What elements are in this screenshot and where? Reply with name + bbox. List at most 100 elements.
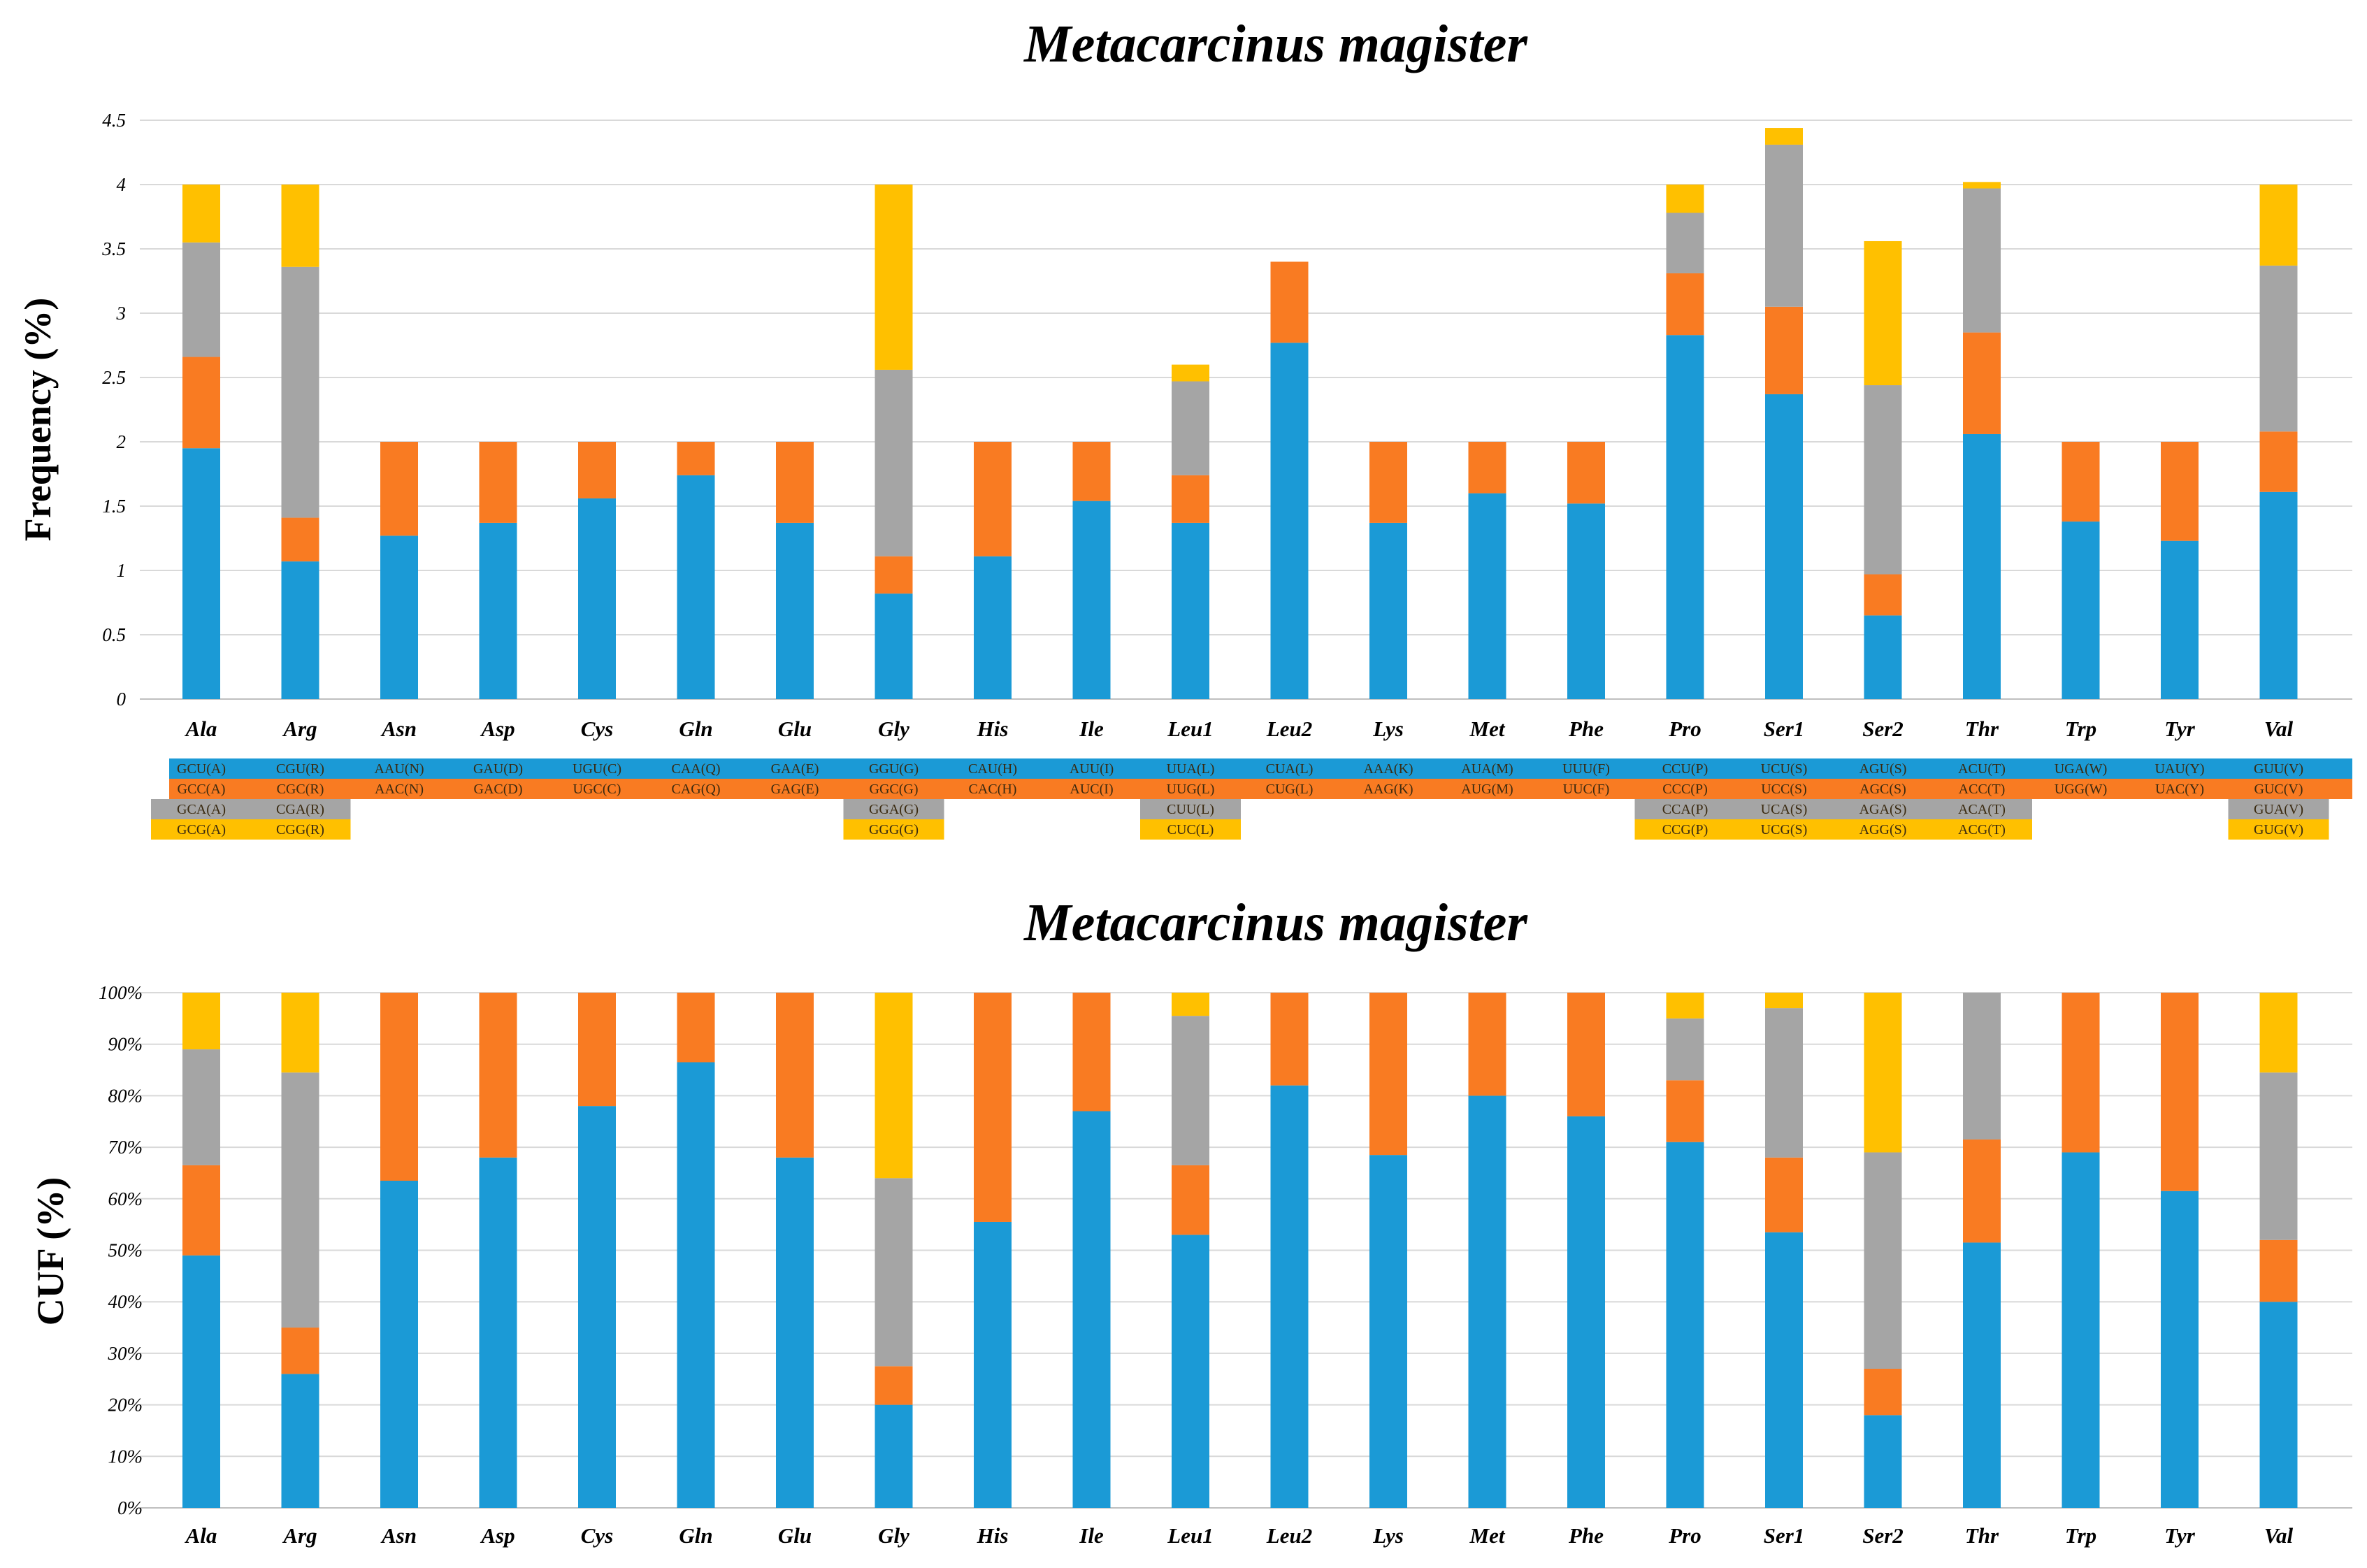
c1-x-tick-ser1: Ser1 xyxy=(1764,717,1805,741)
codon-label: AAU(N) xyxy=(374,761,424,777)
codon-label: AGA(S) xyxy=(1859,802,1907,817)
c2-bar-pro-orange xyxy=(1666,1080,1704,1142)
c1-x-tick-arg: Arg xyxy=(282,717,317,741)
codon-label: CAG(Q) xyxy=(672,782,721,797)
c2-x-tick-ser2: Ser2 xyxy=(1862,1523,1904,1548)
codon-label: CGG(R) xyxy=(276,822,324,837)
c2-x-tick-asp: Asp xyxy=(480,1523,515,1548)
c1-y-tick-label: 1 xyxy=(117,560,127,581)
codon-cell-bg xyxy=(1931,819,2032,840)
codon-cell-bg xyxy=(1832,819,1934,840)
c1-x-tick-lys: Lys xyxy=(1372,717,1404,741)
codon-label: UCG(S) xyxy=(1761,822,1808,837)
codon-cell-bg xyxy=(2228,799,2329,819)
c1-bar-phe-blue xyxy=(1567,503,1605,699)
codon-cell-bg xyxy=(1140,799,1241,819)
codon-label: UAC(Y) xyxy=(2155,782,2204,797)
c1-bar-glu-blue xyxy=(776,522,814,699)
c1-bar-his-blue xyxy=(974,556,1012,699)
codon-label: GGC(G) xyxy=(870,782,919,797)
codon-label: CUG(L) xyxy=(1266,782,1314,797)
c2-x-tick-ile: Ile xyxy=(1079,1523,1104,1548)
c1-bar-trp-orange xyxy=(2062,442,2100,522)
c2-x-tick-lys: Lys xyxy=(1372,1523,1404,1548)
codon-label: CUU(L) xyxy=(1167,802,1214,817)
c1-bar-ser2-gray xyxy=(1864,385,1902,575)
c2-bar-leu2-blue xyxy=(1270,1085,1309,1508)
c1-bar-leu1-orange xyxy=(1172,475,1209,523)
codon-label: GAC(D) xyxy=(474,782,523,797)
codon-label: GGA(G) xyxy=(869,802,919,817)
c2-bar-asn-orange xyxy=(380,993,418,1181)
c1-bar-arg-gray xyxy=(281,266,319,518)
c1-bar-ile-orange xyxy=(1072,442,1111,501)
c2-x-tick-ser1: Ser1 xyxy=(1764,1523,1805,1548)
codon-label: UAU(Y) xyxy=(2154,761,2204,777)
c1-y-tick-label: 0.5 xyxy=(102,624,126,645)
c1-bar-lys-blue xyxy=(1369,522,1407,699)
codon-label: CGU(R) xyxy=(276,761,324,777)
codon-row-2-strip xyxy=(169,779,2352,799)
c1-bar-ser2-orange xyxy=(1864,574,1902,616)
c1-bar-val-orange xyxy=(2259,431,2298,492)
codon-cell-bg xyxy=(1634,799,1736,819)
c1-bar-ser1-gray xyxy=(1765,144,1803,307)
c2-x-tick-met: Met xyxy=(1469,1523,1506,1548)
codon-label: GUU(V) xyxy=(2254,761,2303,777)
cuf-chart-title: Metacarcinus magister xyxy=(1023,893,1528,952)
codon-cell-bg xyxy=(1734,799,1834,819)
c2-bar-gly-blue xyxy=(875,1404,913,1508)
c1-bar-thr-blue xyxy=(1963,433,2001,699)
c1-bar-val-gray xyxy=(2259,265,2298,432)
c1-x-tick-ala: Ala xyxy=(185,717,217,741)
codon-label: GUC(V) xyxy=(2254,782,2303,797)
c1-x-tick-met: Met xyxy=(1469,717,1506,741)
codon-label: GGG(G) xyxy=(869,822,919,837)
codon-label: UCC(S) xyxy=(1761,782,1807,797)
codon-label: CCC(P) xyxy=(1662,782,1707,797)
codon-label: GUG(V) xyxy=(2254,822,2303,837)
c1-x-tick-asn: Asn xyxy=(380,717,417,741)
codon-label: GGU(G) xyxy=(869,761,919,777)
c2-bar-leu1-orange xyxy=(1172,1165,1209,1235)
frequency-chart: Metacarcinus magister Frequency (%) 0 0.5… xyxy=(17,15,2352,840)
c1-bar-leu1-blue xyxy=(1172,522,1209,699)
c1-bar-ser2-yellow xyxy=(1864,240,1902,386)
c2-bar-ala-blue xyxy=(182,1255,220,1508)
codon-label: UUU(F) xyxy=(1562,761,1610,777)
codon-cell-bg xyxy=(1931,799,2032,819)
c1-x-tick-cys: Cys xyxy=(581,717,614,741)
c2-bar-gln-blue xyxy=(677,1062,715,1508)
codon-label: CCG(P) xyxy=(1662,822,1708,837)
codon-cell-bg xyxy=(2228,819,2329,840)
c2-bar-his-orange xyxy=(974,993,1012,1222)
c1-bar-cys-orange xyxy=(578,442,616,498)
c2-y-tick-label: 80% xyxy=(108,1085,143,1106)
c2-x-tick-tyr: Tyr xyxy=(2164,1523,2196,1548)
c1-bar-tyr-orange xyxy=(2161,442,2199,541)
codon-label: UUA(L) xyxy=(1167,761,1215,777)
codon-label: GAU(D) xyxy=(473,761,523,777)
c1-bar-trp-blue xyxy=(2062,522,2100,699)
c1-bar-ala-blue xyxy=(182,448,220,699)
c2-bar-gly-gray xyxy=(875,1178,913,1367)
c1-bar-gly-yellow xyxy=(875,185,913,370)
c1-bar-tyr-blue xyxy=(2161,540,2199,699)
c2-bar-gly-orange xyxy=(875,1366,913,1405)
c1-x-tick-pro: Pro xyxy=(1668,717,1701,741)
codon-label: ACA(T) xyxy=(1958,802,2006,817)
c2-bar-thr-gray xyxy=(1963,993,2001,1140)
c2-bar-thr-blue xyxy=(1963,1242,2001,1508)
c1-bar-leu2-blue xyxy=(1270,343,1309,699)
c1-x-tick-phe: Phe xyxy=(1568,717,1604,741)
c2-x-tick-leu2: Leu2 xyxy=(1266,1523,1312,1548)
c2-bar-thr-orange xyxy=(1963,1139,2001,1243)
c1-bar-pro-blue xyxy=(1666,335,1704,699)
c2-bar-met-blue xyxy=(1468,1095,1506,1508)
c1-bar-gly-orange xyxy=(875,556,913,594)
c2-bar-tyr-orange xyxy=(2161,993,2199,1191)
c2-bar-phe-blue xyxy=(1567,1116,1605,1508)
c1-bar-pro-yellow xyxy=(1666,185,1704,213)
c1-bar-thr-yellow xyxy=(1963,182,2001,189)
c2-x-tick-glu: Glu xyxy=(778,1523,812,1548)
